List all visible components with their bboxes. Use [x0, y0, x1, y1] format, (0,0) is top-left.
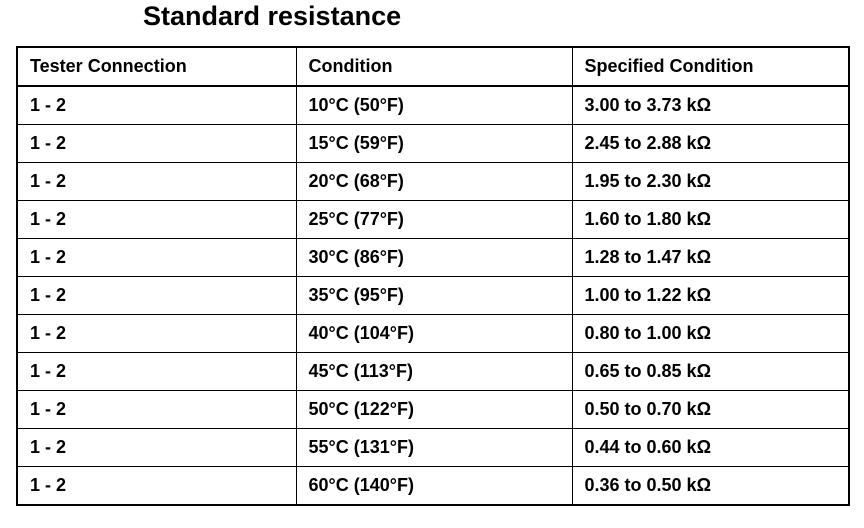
- table-cell: 1 - 2: [16, 428, 297, 467]
- table-cell: 60°C (140°F): [295, 466, 573, 506]
- table-cell: 30°C (86°F): [295, 238, 573, 277]
- table-cell: 0.65 to 0.85 kΩ: [571, 352, 850, 391]
- table-cell: 25°C (77°F): [295, 200, 573, 239]
- resistance-table: Tester Connection Condition Specified Cond…: [16, 46, 850, 506]
- table-cell: 2.45 to 2.88 kΩ: [571, 124, 850, 163]
- table-cell: 55°C (131°F): [295, 428, 573, 467]
- table-cell: 40°C (104°F): [295, 314, 573, 353]
- table-row: 1 - 2 60°C (140°F) 0.36 to 0.50 kΩ: [16, 466, 850, 506]
- table-cell: 1 - 2: [16, 276, 297, 315]
- table-cell: 20°C (68°F): [295, 162, 573, 201]
- table-cell: 1 - 2: [16, 124, 297, 163]
- table-cell: 1.95 to 2.30 kΩ: [571, 162, 850, 201]
- table-row: 1 - 2 50°C (122°F) 0.50 to 0.70 kΩ: [16, 390, 850, 429]
- table-cell: 3.00 to 3.73 kΩ: [571, 85, 850, 125]
- table-cell: 1 - 2: [16, 85, 297, 125]
- table-row: 1 - 2 40°C (104°F) 0.80 to 1.00 kΩ: [16, 314, 850, 353]
- table-cell: 35°C (95°F): [295, 276, 573, 315]
- table-cell: 1.60 to 1.80 kΩ: [571, 200, 850, 239]
- table-body: 1 - 2 10°C (50°F) 3.00 to 3.73 kΩ 1 - 2 15°C…: [16, 85, 850, 506]
- table-row: 1 - 2 20°C (68°F) 1.95 to 2.30 kΩ: [16, 162, 850, 201]
- column-header: Condition: [295, 46, 573, 87]
- table-row: 1 - 2 35°C (95°F) 1.00 to 1.22 kΩ: [16, 276, 850, 315]
- table-row: 1 - 2 45°C (113°F) 0.65 to 0.85 kΩ: [16, 352, 850, 391]
- column-header: Specified Condition: [571, 46, 850, 87]
- table-row: 1 - 2 55°C (131°F) 0.44 to 0.60 kΩ: [16, 428, 850, 467]
- header-row: Tester Connection Condition Specified Cond…: [16, 46, 850, 87]
- table-cell: 45°C (113°F): [295, 352, 573, 391]
- table-cell: 1 - 2: [16, 314, 297, 353]
- table-cell: 0.50 to 0.70 kΩ: [571, 390, 850, 429]
- table-row: 1 - 2 30°C (86°F) 1.28 to 1.47 kΩ: [16, 238, 850, 277]
- table-cell: 50°C (122°F): [295, 390, 573, 429]
- table-cell: 1 - 2: [16, 352, 297, 391]
- table-row: 1 - 2 25°C (77°F) 1.60 to 1.80 kΩ: [16, 200, 850, 239]
- table-cell: 1.28 to 1.47 kΩ: [571, 238, 850, 277]
- table-cell: 1 - 2: [16, 466, 297, 506]
- title: Standard resistance: [143, 1, 402, 31]
- table-cell: 15°C (59°F): [295, 124, 573, 163]
- column-header: Tester Connection: [16, 46, 297, 87]
- table-row: 1 - 2 15°C (59°F) 2.45 to 2.88 kΩ: [16, 124, 850, 163]
- table-cell: 0.44 to 0.60 kΩ: [571, 428, 850, 467]
- table-cell: 1 - 2: [16, 390, 297, 429]
- table-cell: 10°C (50°F): [295, 85, 573, 125]
- table-cell: 1 - 2: [16, 162, 297, 201]
- table-cell: 1 - 2: [16, 238, 297, 277]
- table-cell: 0.80 to 1.00 kΩ: [571, 314, 850, 353]
- table-cell: 1 - 2: [16, 200, 297, 239]
- table-row: 1 - 2 10°C (50°F) 3.00 to 3.73 kΩ: [16, 85, 850, 125]
- table-cell: 1.00 to 1.22 kΩ: [571, 276, 850, 315]
- table-cell: 0.36 to 0.50 kΩ: [571, 466, 850, 506]
- table-head: Tester Connection Condition Specified Cond…: [16, 46, 850, 87]
